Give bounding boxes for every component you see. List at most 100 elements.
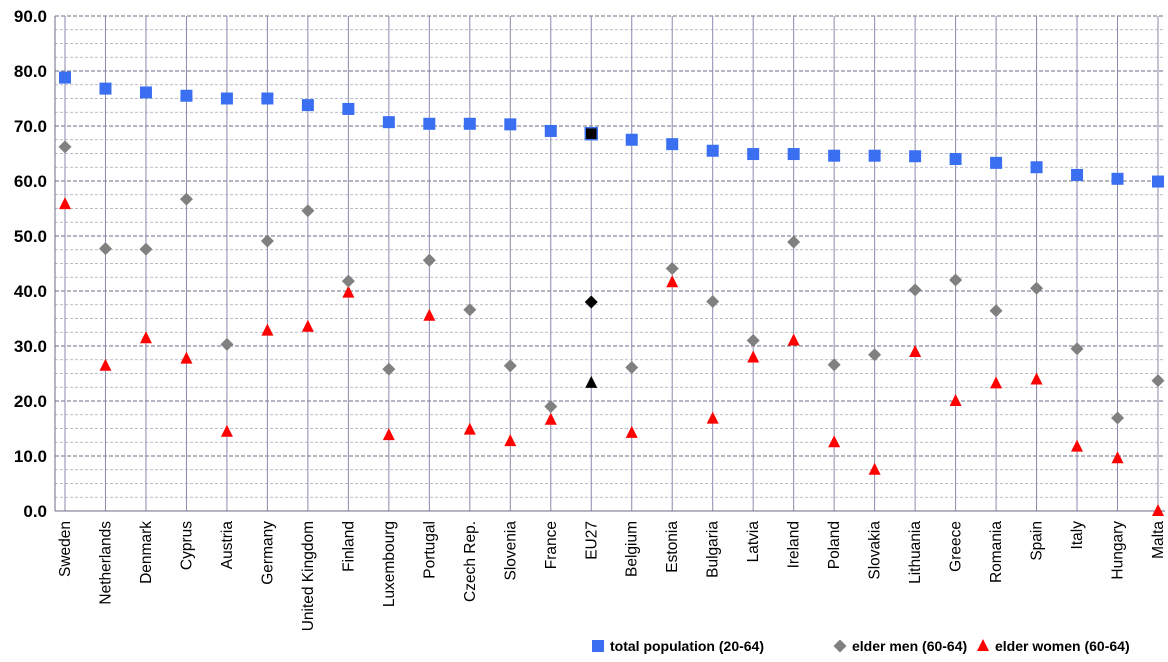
data-point-triangle — [625, 425, 638, 438]
x-tick-label: France — [543, 521, 560, 569]
data-point-square — [1030, 161, 1043, 174]
y-axis-tick-labels: 0.0 10.0 20.0 30.0 40.0 50.0 60.0 70.0 80.0 90.0 — [14, 7, 47, 521]
data-point-diamond — [746, 334, 760, 347]
data-point-square — [544, 124, 557, 137]
data-point-diamond — [827, 358, 841, 372]
x-tick-label: Luxembourg — [381, 521, 398, 607]
data-point-triangle — [261, 323, 274, 336]
data-point-triangle — [949, 394, 962, 406]
y-tick-label: 60.0 — [14, 172, 47, 191]
data-point-triangle — [423, 308, 436, 321]
x-tick-label: Estonia — [664, 521, 681, 573]
data-point-diamond — [1070, 342, 1084, 356]
data-point-triangle — [868, 462, 881, 475]
y-tick-label: 0.0 — [23, 502, 47, 521]
x-tick-label: Finland — [340, 521, 357, 572]
x-tick-label: Malta — [1150, 521, 1167, 559]
data-point-square — [625, 133, 638, 146]
data-point-diamond — [463, 303, 477, 317]
data-point-square — [909, 150, 922, 163]
x-tick-label: Italy — [1069, 521, 1086, 550]
y-tick-label: 50.0 — [14, 227, 47, 246]
data-point-triangle — [747, 350, 760, 363]
data-point-square — [990, 156, 1003, 169]
x-tick-label: EU27 — [583, 521, 600, 560]
data-point-triangle — [1111, 451, 1124, 464]
data-point-square — [868, 149, 881, 162]
data-point-square — [1071, 168, 1084, 181]
data-point-diamond — [139, 242, 153, 256]
data-point-square — [220, 92, 233, 105]
data-point-triangle — [787, 333, 800, 346]
data-point-diamond — [382, 362, 396, 376]
data-point-triangle — [990, 376, 1003, 389]
x-tick-label: Austria — [219, 521, 236, 570]
data-point-diamond — [301, 204, 315, 218]
data-point-square — [99, 82, 112, 95]
data-point-triangle — [544, 412, 557, 425]
x-tick-label: Poland — [826, 521, 843, 569]
data-point-square — [423, 117, 436, 130]
x-tick-label: Hungary — [1110, 521, 1127, 580]
data-point-square — [504, 118, 517, 131]
y-tick-label: 70.0 — [14, 117, 47, 136]
data-point-square — [828, 149, 841, 162]
data-point-diamond — [868, 348, 882, 362]
data-point-triangle — [1030, 372, 1043, 385]
x-tick-label: Slovenia — [502, 521, 519, 581]
x-tick-label: Slovakia — [867, 521, 884, 580]
data-point-diamond — [787, 235, 801, 249]
x-tick-label: Latvia — [745, 521, 762, 563]
x-tick-label: Spain — [1029, 521, 1046, 561]
x-tick-label: Cyprus — [178, 521, 195, 570]
data-point-triangle — [666, 275, 679, 288]
data-point-square — [747, 148, 760, 161]
data-point-square — [666, 138, 679, 151]
y-tick-label: 80.0 — [14, 62, 47, 81]
data-point-triangle — [180, 351, 193, 364]
data-point-square — [180, 89, 193, 102]
data-point-diamond — [584, 295, 598, 309]
x-tick-label: Romania — [988, 521, 1005, 583]
data-point-diamond — [989, 304, 1003, 318]
data-point-triangle — [585, 375, 598, 388]
y-tick-label: 40.0 — [14, 282, 47, 301]
legend-label: elder men (60-64) — [852, 638, 967, 654]
legend-marker-square — [592, 640, 604, 652]
data-point-triangle — [59, 197, 71, 210]
legend: total population (20-64) elder men (60-64… — [592, 638, 1130, 654]
x-tick-label: Germany — [259, 521, 276, 585]
axes — [54, 16, 1165, 512]
data-point-square — [949, 153, 962, 165]
data-point-triangle — [1152, 504, 1164, 516]
data-point-square — [261, 92, 274, 105]
x-tick-label: Czech Rep. — [462, 521, 479, 602]
data-point-square — [382, 116, 395, 129]
data-point-square — [787, 148, 800, 161]
data-point-diamond — [908, 283, 922, 297]
data-point-diamond — [341, 274, 355, 288]
data-point-square — [59, 71, 71, 84]
x-axis-tick-labels: Sweden Netherlands Denmark Cyprus Austria Ger… — [57, 521, 1167, 632]
data-point-triangle — [99, 358, 112, 371]
data-point-square — [584, 126, 599, 141]
x-tick-label: United Kingdom — [300, 521, 317, 631]
data-point-diamond — [179, 192, 193, 206]
data-point-triangle — [504, 434, 517, 447]
data-point-triangle — [139, 331, 152, 344]
data-point-diamond — [98, 242, 112, 256]
y-tick-label: 10.0 — [14, 447, 47, 466]
x-tick-label: Belgium — [624, 521, 641, 577]
data-point-diamond — [1030, 281, 1044, 295]
x-tick-label: Lithuania — [907, 521, 924, 584]
legend-label: elder women (60-64) — [995, 638, 1130, 654]
data-point-diamond — [58, 140, 72, 154]
legend-label: total population (20-64) — [610, 638, 764, 654]
y-tick-label: 90.0 — [14, 7, 47, 26]
data-point-triangle — [342, 285, 355, 298]
data-point-diamond — [544, 400, 558, 413]
x-tick-label: Netherlands — [97, 521, 114, 605]
data-point-square — [1111, 172, 1124, 185]
data-point-square — [706, 144, 719, 157]
